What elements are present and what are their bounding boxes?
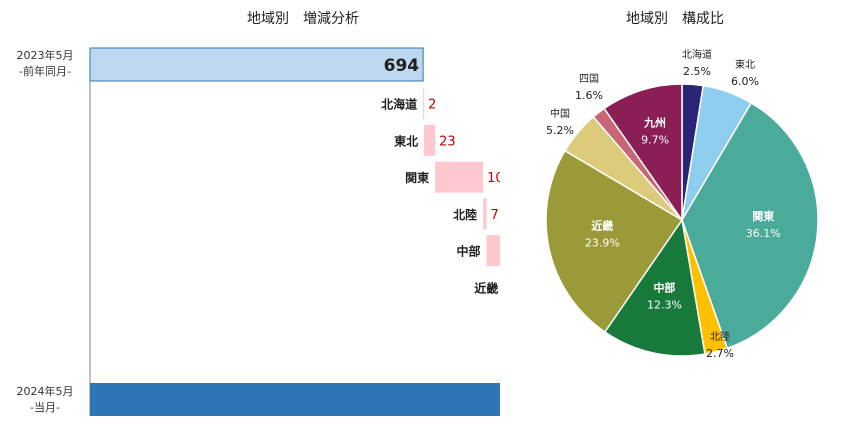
pie-label-1: 北海道 [682, 48, 712, 61]
start-period-label: 2023年5月 -前年同月- [4, 48, 86, 80]
end-period-date: 2024年5月 [16, 385, 74, 398]
pie-label-6: 近畿 [591, 219, 613, 233]
increase-bar-3 [435, 161, 484, 193]
region-label-3: 関東 [405, 170, 429, 185]
region-label-6: 近畿 [474, 281, 498, 296]
pie-value-1: 2.5% [683, 65, 711, 78]
pie-slice-6 [545, 149, 684, 334]
pie-value-7: 5.2% [546, 124, 574, 137]
increase-bar-1 [423, 88, 425, 119]
pie-label-4: 北陸 [710, 330, 730, 343]
increase-bar-4 [483, 198, 487, 230]
end-period-note: -当月- [30, 401, 60, 414]
pie-label-7: 中国 [550, 107, 570, 120]
end-bar [90, 383, 500, 416]
increase-value-4: 7 [490, 208, 498, 223]
pie-slice-9 [603, 83, 683, 223]
increase-value-2: 23 [439, 134, 456, 149]
pie-value-9: 9.7% [641, 133, 669, 146]
pie-label-9: 九州 [643, 115, 666, 129]
region-label-4: 北陸 [453, 207, 477, 222]
waterfall-title: 地域別 増減分析 [247, 11, 359, 27]
pie-value-4: 2.7% [706, 347, 734, 360]
pie-label-8: 四国 [579, 73, 599, 85]
increase-value-3: 100 [487, 171, 500, 186]
end-period-label: 2024年5月 -当月- [4, 384, 86, 416]
pie-label-5: 中部 [653, 281, 675, 295]
increase-value-1: 2 [428, 98, 436, 113]
region-label-2: 東北 [394, 133, 418, 148]
pie-slice-3 [681, 101, 819, 350]
region-label-5: 中部 [456, 244, 480, 259]
pie-label-2: 東北 [735, 58, 755, 71]
increase-bar-5 [486, 235, 500, 267]
pie-value-6: 23.9% [585, 237, 620, 250]
waterfall-chart: 694北海道2東北23関東100北陸7中部37近畿86中国20四国5九州4210… [89, 47, 500, 416]
region-label-1: 北海道 [381, 97, 417, 112]
pie-label-3: 関東 [752, 209, 775, 223]
pie-value-2: 6.0% [731, 75, 759, 88]
pie-value-5: 12.3% [647, 299, 682, 312]
pie-slice-5 [603, 218, 706, 357]
start-period-note: -前年同月- [19, 65, 71, 78]
start-period-date: 2023年5月 [16, 49, 74, 62]
pie-value-3: 36.1% [746, 227, 781, 240]
pie-value-8: 1.6% [575, 89, 603, 102]
start-bar [89, 47, 424, 82]
start-bar-value: 694 [384, 56, 420, 76]
increase-bar-2 [424, 124, 436, 156]
pie-title: 地域別 構成比 [626, 11, 724, 27]
